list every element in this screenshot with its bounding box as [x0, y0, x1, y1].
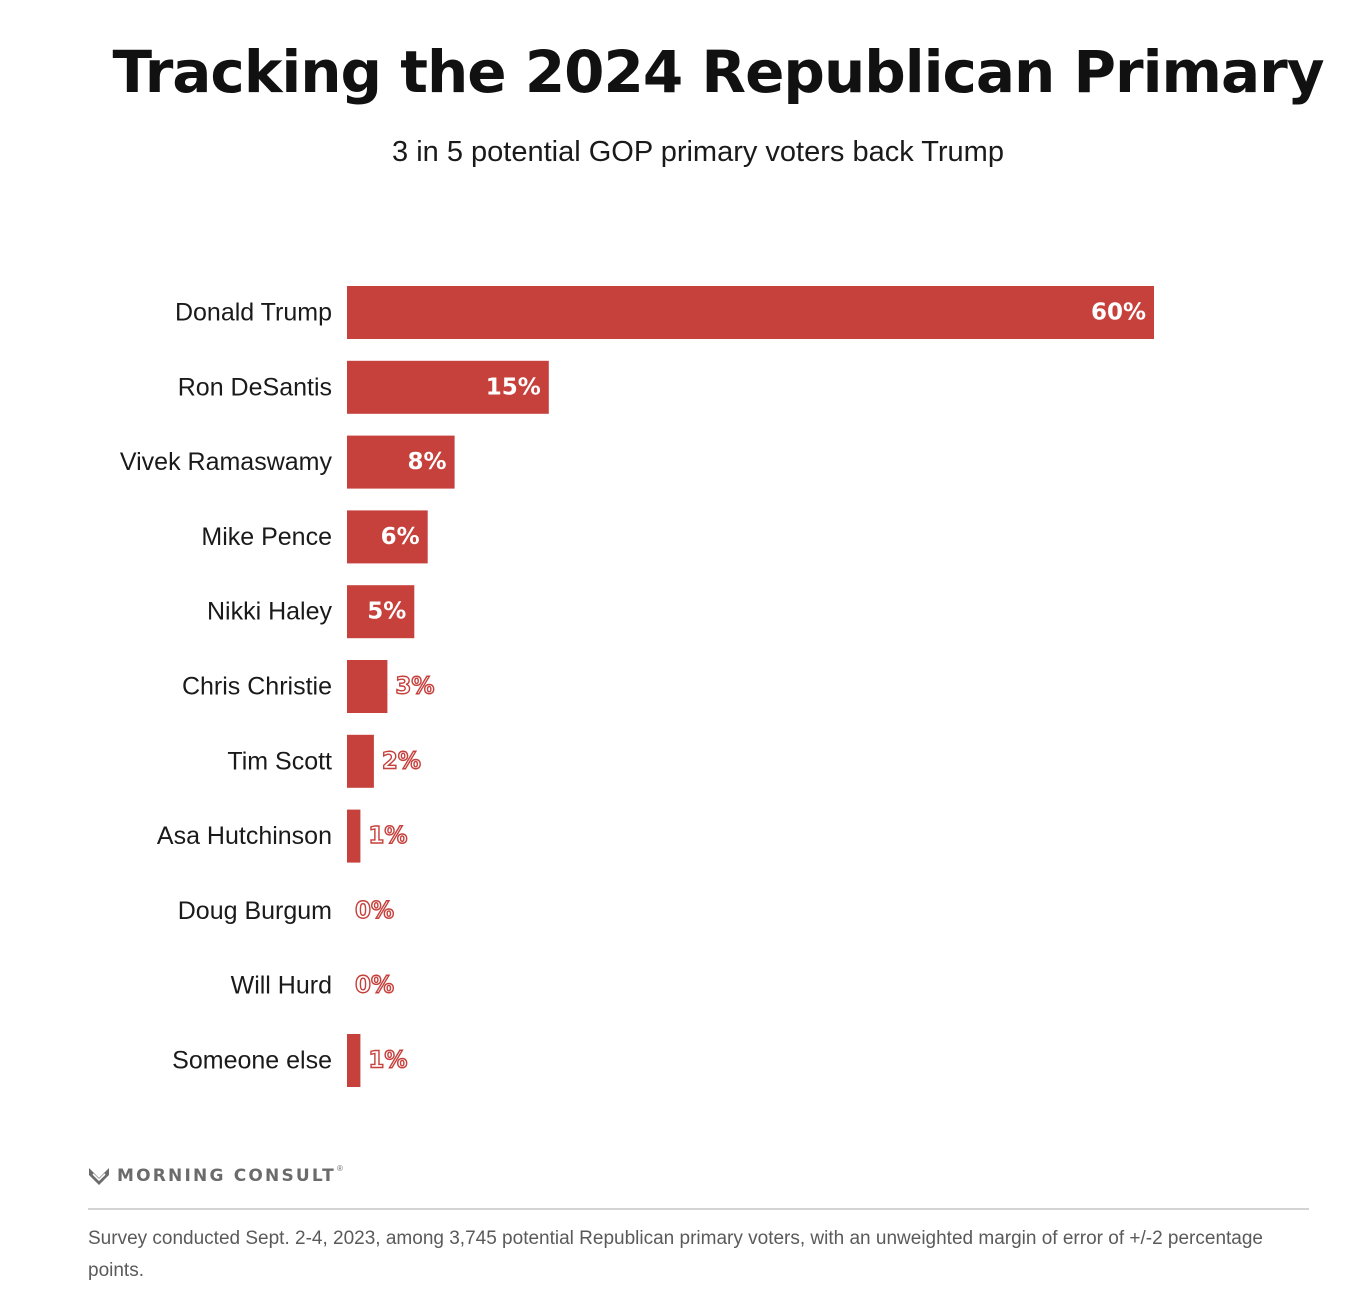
- bar: [347, 360, 549, 414]
- data-label: 2%: [382, 748, 421, 774]
- brand-name: MORNING CONSULT: [117, 1166, 336, 1186]
- category-label: Vivek Ramaswamy: [120, 448, 333, 476]
- bar: [347, 435, 455, 489]
- brand-registered-mark: ®: [336, 1164, 343, 1173]
- data-label: 8%: [408, 449, 447, 475]
- bar: [347, 1034, 361, 1087]
- category-label: Donald Trump: [175, 299, 332, 327]
- bar: [347, 585, 415, 639]
- data-label: 1%: [368, 823, 407, 849]
- data-label: 15%: [486, 374, 541, 400]
- category-label: Mike Pence: [201, 523, 332, 551]
- bar: [347, 510, 428, 564]
- data-label: 0%: [355, 973, 394, 999]
- bar-chart: Donald Trump 60% Ron DeSantis 15% Vivek Rama…: [120, 286, 1154, 1087]
- category-label: Doug Burgum: [178, 897, 332, 925]
- bar: [347, 809, 361, 863]
- morning-consult-logo-icon: [89, 1168, 109, 1185]
- chart-title: Tracking the 2024 Republican Primary: [112, 38, 1325, 106]
- category-label: Asa Hutchinson: [157, 822, 332, 850]
- category-label: Ron DeSantis: [178, 373, 332, 401]
- data-label: 0%: [355, 898, 394, 924]
- data-label: 60%: [1091, 300, 1146, 326]
- survey-footnote: Survey conducted Sept. 2-4, 2023, among …: [88, 1228, 1263, 1281]
- category-label: Chris Christie: [182, 673, 332, 701]
- data-label: 6%: [381, 524, 420, 550]
- bar: [347, 286, 1154, 339]
- bar: [347, 660, 388, 713]
- category-label: Tim Scott: [227, 747, 332, 775]
- data-label: 1%: [368, 1048, 407, 1074]
- category-label: Someone else: [172, 1047, 332, 1075]
- data-label: 5%: [367, 599, 406, 625]
- category-label: Nikki Haley: [207, 598, 333, 626]
- brand: MORNING CONSULT ®: [88, 1162, 343, 1190]
- bar: [347, 734, 374, 788]
- footer-divider: [88, 1208, 1309, 1210]
- chart-subtitle: 3 in 5 potential GOP primary voters back…: [392, 136, 1004, 168]
- category-label: Will Hurd: [231, 972, 332, 1000]
- data-label: 3%: [395, 674, 434, 700]
